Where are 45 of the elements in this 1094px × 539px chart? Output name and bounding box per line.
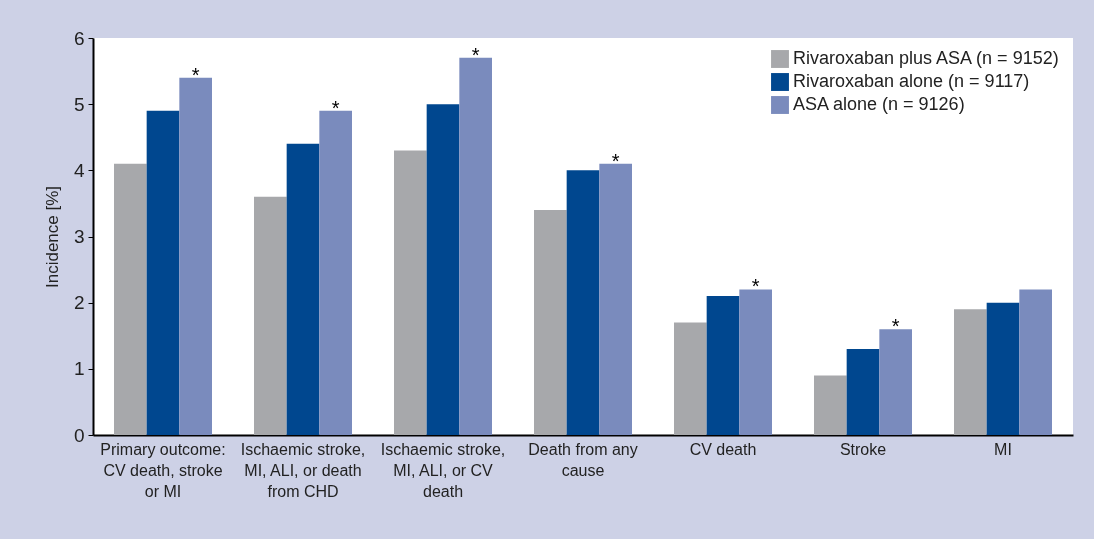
bar: [459, 57, 492, 435]
bar: [394, 150, 427, 435]
y-tick-label: 0: [73, 424, 85, 446]
bar: [146, 110, 180, 435]
bar: [1019, 289, 1052, 435]
bar: [599, 163, 632, 435]
bar: [566, 170, 600, 435]
data-label: *: [751, 275, 760, 298]
x-tick-label: MI: [994, 440, 1012, 458]
bar: [846, 348, 880, 435]
legend-label: Rivaroxaban alone (n = 9117): [793, 71, 1030, 91]
bar: [286, 143, 320, 435]
y-axis-title: Incidence [%]: [42, 185, 62, 289]
x-tick-label: Primary outcome: CV death, stroke or MI: [100, 440, 226, 500]
data-label: *: [331, 96, 340, 119]
bar: [114, 163, 147, 435]
y-tick-label: 6: [73, 27, 85, 49]
data-label: *: [891, 315, 900, 338]
bar: [954, 309, 987, 435]
x-tick-label: Ischaemic stroke, MI, ALI, or CV death: [380, 440, 506, 500]
data-label: *: [471, 43, 480, 66]
legend-label: Rivaroxaban plus ASA (n = 9152): [793, 48, 1059, 68]
bar: [254, 196, 287, 435]
bar: [674, 322, 707, 435]
bar: [426, 104, 460, 435]
x-tick-label: Stroke: [839, 440, 887, 458]
bar: [706, 296, 740, 435]
bar: [319, 110, 352, 435]
data-label: *: [611, 149, 620, 172]
x-tick-label: Death from any cause: [528, 440, 638, 479]
y-tick-label: 5: [73, 93, 85, 115]
x-tick-label: CV death: [689, 440, 757, 458]
y-tick-label: 2: [73, 292, 85, 314]
bar: [534, 210, 567, 435]
bar: [179, 77, 212, 435]
bar: [986, 302, 1020, 435]
y-tick-label: 1: [73, 358, 85, 380]
y-tick-label: 4: [73, 159, 85, 181]
bar: [879, 329, 912, 435]
legend-label: ASA alone (n = 9126): [793, 94, 965, 114]
y-tick-label: 3: [73, 226, 85, 247]
x-tick-label: Ischaemic stroke, MI, ALI, or death from CHD: [240, 440, 366, 500]
data-label: *: [191, 63, 200, 86]
bar: [814, 375, 847, 435]
bar: [739, 289, 772, 435]
